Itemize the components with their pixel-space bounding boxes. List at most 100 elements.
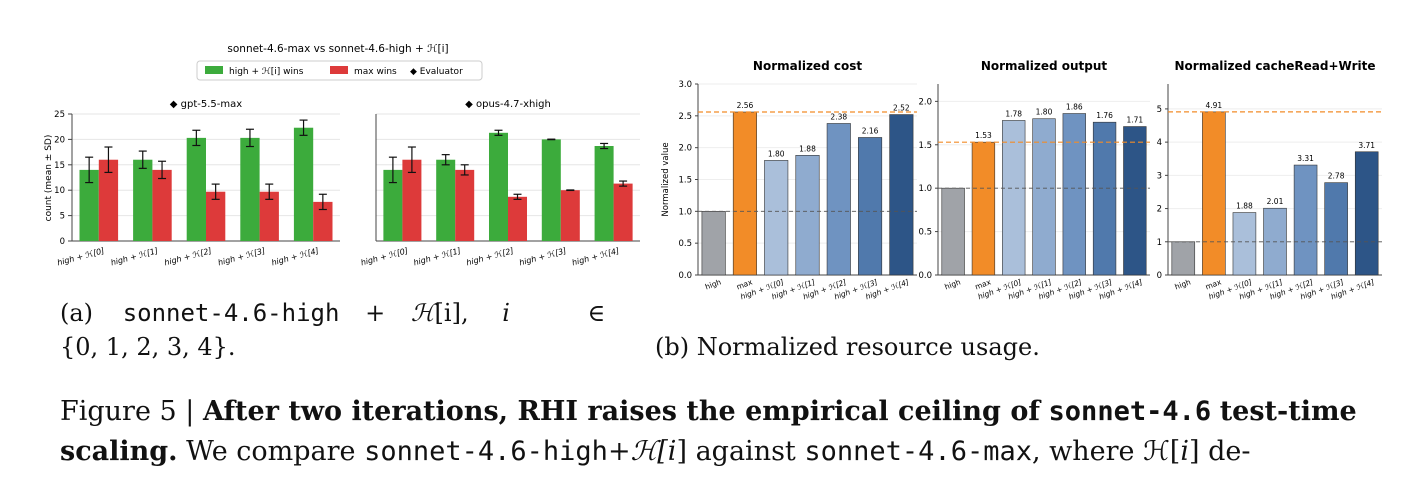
- bar: [941, 187, 965, 276]
- y-tick-label: 3.0: [678, 80, 692, 90]
- y-tick-label: 2.0: [678, 144, 692, 154]
- y-tick-label: 10: [54, 186, 65, 196]
- bar: [206, 191, 226, 241]
- x-tick-label: high + ℋ[3]: [217, 246, 266, 267]
- figure-caption-t1: We compare: [186, 436, 356, 467]
- caption-a-in: ∈: [587, 299, 606, 327]
- bar-value-label: 1.53: [975, 131, 992, 140]
- bar: [1062, 113, 1086, 276]
- figure-caption-m1: sonnet-4.6-high: [364, 436, 608, 467]
- bar: [152, 169, 172, 241]
- x-tick-label: high + ℋ[1]: [110, 246, 159, 267]
- bar: [732, 111, 757, 276]
- bar: [133, 159, 153, 241]
- bar: [313, 201, 333, 241]
- y-tick-label: 1: [1157, 238, 1162, 248]
- bar: [858, 137, 883, 276]
- bar: [1324, 182, 1348, 276]
- figure-caption: Figure 5 | After two iterations, RHI rai…: [60, 392, 1406, 472]
- figure-caption-plush: +ℋ[: [607, 436, 668, 467]
- bar-value-label: 2.78: [1328, 172, 1345, 181]
- bar: [455, 169, 475, 241]
- legend-swatch-max: [330, 66, 348, 74]
- y-tick-label: 15: [54, 161, 65, 171]
- y-tick-label: 0: [1157, 271, 1162, 281]
- bar: [240, 137, 260, 241]
- bar: [889, 114, 914, 276]
- figure-caption-bold-mono: sonnet-4.6: [1048, 396, 1212, 427]
- x-tick-label: high + ℋ[2]: [163, 246, 212, 267]
- figure-5-charts: sonnet-4.6-max vs sonnet-4.6-high + ℋ[i]…: [44, 43, 1382, 300]
- legend-swatch-wins: [205, 66, 223, 74]
- bar: [764, 160, 789, 276]
- bar-value-label: 2.16: [862, 126, 879, 135]
- bar: [795, 155, 820, 276]
- bar: [971, 141, 996, 276]
- caption-a: (a) sonnet-4.6-high + ℋ[i], i ∈ {0, 1, 2…: [60, 296, 660, 364]
- bar-value-label: 3.71: [1358, 141, 1375, 150]
- x-tick-label: high: [943, 277, 962, 291]
- y-tick-label: 1.0: [918, 184, 932, 194]
- bar: [1293, 164, 1318, 276]
- figure-caption-i: i: [667, 436, 677, 467]
- panel-b-chart-0: Normalized cost 0.0 0.5 1.0 1.5 2.0 2.5 3.0 Norm…: [661, 59, 917, 300]
- y-tick-label: 0: [60, 237, 65, 247]
- x-tick-label: high + ℋ[3]: [518, 246, 567, 267]
- x-tick-label: high + ℋ[1]: [413, 246, 462, 267]
- panel-b-title: Normalized cacheRead+Write: [1175, 59, 1376, 73]
- x-tick-label: high + ℋ[2]: [465, 246, 514, 267]
- bar-value-label: 1.80: [1036, 108, 1053, 117]
- figure-caption-m2: sonnet-4.6-max: [804, 436, 1032, 467]
- y-tick-label: 0.0: [678, 271, 692, 281]
- bar: [1202, 111, 1226, 276]
- y-tick-label: 20: [54, 135, 65, 145]
- bar: [259, 191, 279, 241]
- bar: [508, 196, 528, 241]
- legend: high + ℋ[i] wins max wins ◆ Evaluator: [196, 60, 483, 81]
- legend-label-max: max wins: [354, 67, 397, 77]
- panel-b-chart-2: Normalized cacheRead+Write 0 1 2 3 4 5 high 4.91…: [1157, 59, 1382, 300]
- bar: [293, 127, 314, 241]
- bar: [560, 190, 580, 241]
- bar: [1002, 120, 1026, 276]
- y-tick-label: 4: [1157, 138, 1162, 148]
- bar-value-label: 1.88: [799, 144, 816, 153]
- panel-a-subtitle: ◆ gpt-5.5-max: [170, 99, 242, 110]
- y-tick-label: 0.0: [918, 271, 932, 281]
- caption-b: (b) Normalized resource usage.: [655, 333, 1040, 361]
- bar: [436, 159, 456, 241]
- figure-label: Figure 5 |: [60, 396, 195, 427]
- bar: [613, 183, 633, 241]
- bar: [1123, 126, 1147, 276]
- panel-b-title: Normalized cost: [753, 59, 862, 73]
- bar: [1354, 151, 1379, 276]
- bar-value-label: 1.78: [1005, 109, 1022, 118]
- panel-b-title: Normalized output: [981, 59, 1108, 73]
- figure-caption-t4: ] de-: [1188, 436, 1251, 467]
- y-tick-label: 2.0: [918, 97, 932, 107]
- bar-value-label: 1.88: [1236, 202, 1253, 211]
- y-tick-label: 5: [1157, 105, 1162, 115]
- panel-a-ylabel: count (mean ± SD): [44, 135, 54, 222]
- x-tick-label: high + ℋ[4]: [271, 246, 320, 267]
- y-tick-label: 1.5: [678, 176, 692, 186]
- x-tick-label: high + ℋ[0]: [56, 246, 105, 267]
- panel-b-ylabel: Normalized value: [661, 142, 671, 216]
- figure-caption-t2: against: [695, 436, 796, 467]
- caption-a-model: sonnet-4.6-high: [122, 299, 340, 327]
- bar-value-label: 2.38: [830, 112, 847, 121]
- bar: [594, 146, 614, 241]
- figure-caption-t3: , where ℋ[: [1031, 436, 1181, 467]
- y-tick-label: 0.5: [678, 239, 692, 249]
- y-tick-label: 2: [1157, 205, 1162, 215]
- bar-value-label: 1.80: [768, 149, 785, 158]
- x-tick-label: high + ℋ[4]: [571, 246, 620, 267]
- bar-value-label: 1.71: [1127, 116, 1144, 125]
- figure-caption-bold-2: test-time: [1219, 396, 1357, 427]
- caption-a-index: [i],: [434, 299, 469, 327]
- legend-label-evaluator: ◆ Evaluator: [410, 67, 463, 77]
- x-tick-label: high + ℋ[0]: [360, 246, 409, 267]
- panel-a-subtitle: ◆ opus-4.7-xhigh: [465, 99, 551, 110]
